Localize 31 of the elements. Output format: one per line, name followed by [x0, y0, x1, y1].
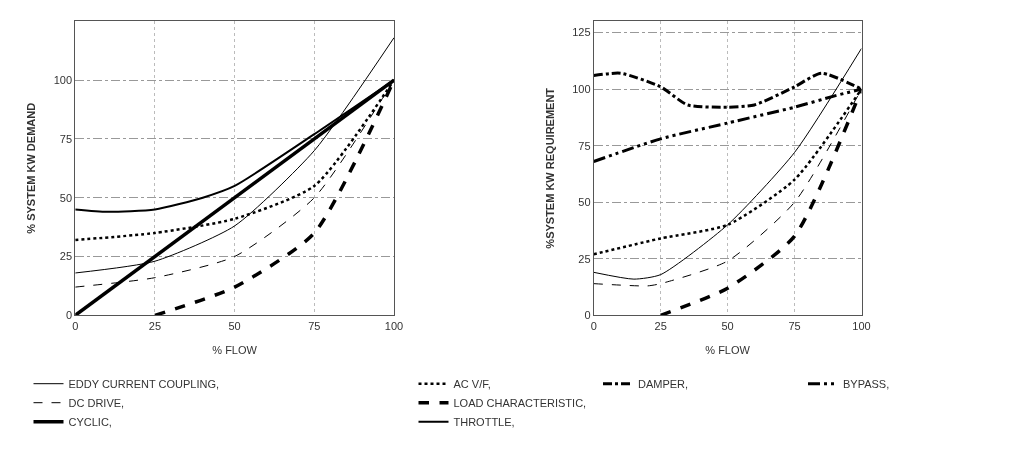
legend-label: LOAD CHARACTERISTIC, — [453, 396, 587, 409]
legend-label: EDDY CURRENT COUPLING, — [68, 377, 220, 390]
legend-label: THROTTLE, — [453, 415, 515, 428]
x-tick-label: 25 — [654, 319, 667, 332]
y-axis-title: % SYSTEM KW DEMAND — [25, 102, 38, 234]
x-tick-label: 50 — [721, 319, 734, 332]
legend-label: DC DRIVE, — [68, 396, 125, 409]
y-tick-label: 125 — [572, 26, 591, 39]
y-tick-label: 0 — [584, 309, 591, 322]
legend-label: AC V/F, — [453, 377, 491, 390]
legend-label: CYCLIC, — [68, 415, 112, 428]
y-tick-label: 0 — [65, 309, 73, 322]
legend-label: BYPASS, — [843, 377, 890, 390]
y-axis-title: %SYSTEM KW REQUIREMENT — [543, 87, 556, 249]
y-tick-label: 25 — [578, 252, 591, 265]
y-tick-label: 75 — [59, 132, 73, 145]
x-tick-label: 50 — [228, 319, 241, 332]
y-tick-label: 25 — [59, 250, 73, 263]
x-tick-label: 100 — [852, 319, 871, 332]
y-tick-label: 50 — [578, 196, 591, 209]
x-axis-title: % FLOW — [705, 343, 751, 356]
y-tick-label: 75 — [578, 139, 591, 152]
y-tick-label: 100 — [572, 82, 591, 95]
legend-label: DAMPER, — [638, 377, 689, 390]
y-tick-label: 50 — [59, 191, 73, 204]
x-tick-label: 75 — [788, 319, 801, 332]
x-axis-title: % FLOW — [212, 343, 258, 356]
x-tick-label: 75 — [308, 319, 321, 332]
x-tick-label: 25 — [148, 319, 162, 332]
y-tick-label: 100 — [53, 73, 73, 86]
x-tick-label: 100 — [384, 319, 404, 332]
